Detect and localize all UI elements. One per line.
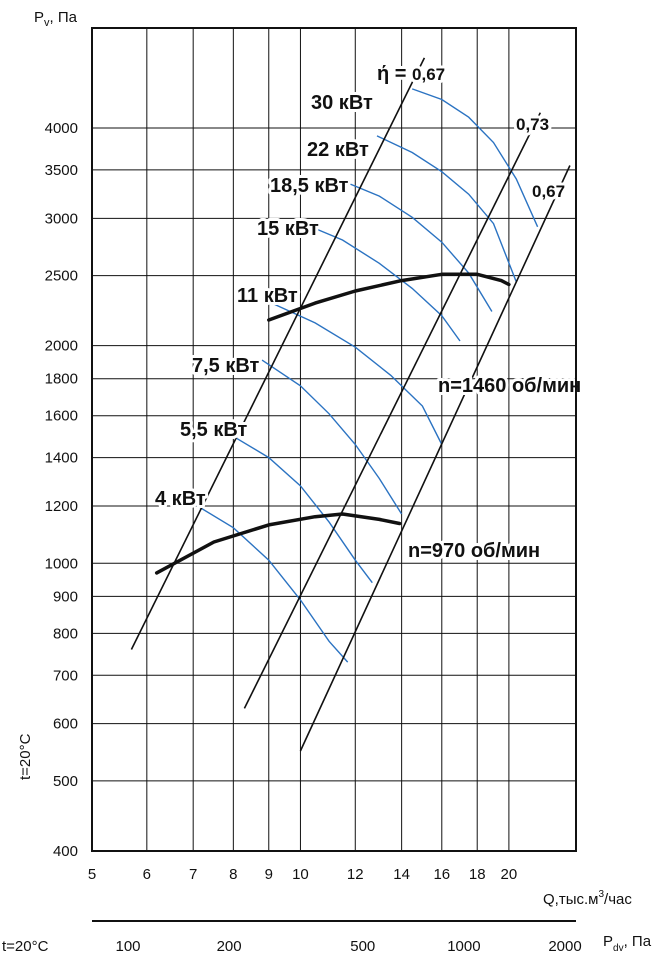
efficiency-value-0: 0,67 xyxy=(412,65,445,84)
y-tick-label-900: 900 xyxy=(53,588,78,605)
speed-curves xyxy=(154,272,511,575)
x-tick-label-9: 9 xyxy=(265,866,273,883)
x-tick-label-18: 18 xyxy=(469,866,486,883)
bottom-tick-label-500: 500 xyxy=(350,938,375,955)
x-tick-label-5: 5 xyxy=(88,866,96,883)
curve-labels: 4 кВт 5,5 кВт 7,5 кВт 11 кВт 15 кВт 18,5 кВт 2… xyxy=(152,60,584,565)
x-axis-title-pre: Q,тыс.м xyxy=(543,891,598,908)
power-curve-1 xyxy=(225,431,373,584)
speed-label-1: n=1460 об/мин xyxy=(438,375,581,397)
power-label-7: 30 кВт xyxy=(311,92,373,114)
y-axis-title-main: P xyxy=(34,9,44,26)
x-tick-label-7: 7 xyxy=(189,866,197,883)
x-tick-label-10: 10 xyxy=(292,866,309,883)
x-tick-label-16: 16 xyxy=(433,866,450,883)
power-label-5: 18,5 кВт xyxy=(270,175,349,197)
power-curve-0 xyxy=(192,502,349,663)
bottom-axis-title-sub: dv xyxy=(613,943,624,954)
y-tick-label-3000: 3000 xyxy=(45,210,78,227)
y-tick-label-2000: 2000 xyxy=(45,338,78,355)
bottom-axis-title-main: P xyxy=(603,933,613,950)
x-tick-label-6: 6 xyxy=(143,866,151,883)
efficiency-prefix: ή = xyxy=(377,63,412,85)
efficiency-label-2: 0,67 xyxy=(532,182,565,201)
y-tick-label-500: 500 xyxy=(53,773,78,790)
y-tick-label-800: 800 xyxy=(53,625,78,642)
left-temperature-label: t=20°C xyxy=(17,733,34,780)
y-tick-label-600: 600 xyxy=(53,716,78,733)
y-tick-label-1000: 1000 xyxy=(45,555,78,572)
bottom-axis-ticks: 100 200 500 1000 2000 xyxy=(115,938,581,955)
bottom-tick-label-1000: 1000 xyxy=(447,938,480,955)
x-tick-labels: 5 6 7 8 9 10 12 14 16 18 20 xyxy=(88,866,517,883)
power-curve-6 xyxy=(376,135,517,283)
power-curve-2 xyxy=(261,359,403,515)
speed-curve-1 xyxy=(267,272,511,322)
bottom-axis-title: Pdv, Па xyxy=(603,933,652,954)
plot-frame xyxy=(91,27,577,852)
y-tick-label-2500: 2500 xyxy=(45,268,78,285)
efficiency-label-1: 0,73 xyxy=(516,115,549,134)
power-label-0: 4 кВт xyxy=(155,488,206,510)
efficiency-line-2 xyxy=(299,165,571,752)
power-label-4: 15 кВт xyxy=(257,218,319,240)
power-curve-5 xyxy=(342,180,493,312)
power-curve-7 xyxy=(411,88,539,228)
y-axis-title-sub: v xyxy=(44,17,50,29)
bottom-temperature-label: t=20°C xyxy=(2,938,49,955)
y-tick-label-1600: 1600 xyxy=(45,408,78,425)
x-tick-label-14: 14 xyxy=(393,866,410,883)
x-tick-label-8: 8 xyxy=(229,866,237,883)
power-label-1: 5,5 кВт xyxy=(180,419,248,441)
bottom-tick-label-2000: 2000 xyxy=(548,938,581,955)
speed-label-0: n=970 об/мин xyxy=(408,540,540,562)
power-label-2: 7,5 кВт xyxy=(192,355,260,377)
speed-curve-0 xyxy=(154,512,402,575)
power-label-6: 22 кВт xyxy=(307,139,369,161)
bottom-axis-title-unit: , Па xyxy=(624,933,652,950)
x-tick-label-20: 20 xyxy=(501,866,518,883)
x-axis-title: Q,тыс.м3/час xyxy=(543,889,632,908)
x-axis-title-post: /час xyxy=(604,891,632,908)
y-axis-title-unit: , Па xyxy=(50,9,78,26)
bottom-tick-label-100: 100 xyxy=(115,938,140,955)
y-tick-label-4000: 4000 xyxy=(45,120,78,137)
y-tick-labels: 4000 3500 3000 2500 2000 1800 1600 1400 1200 1000… xyxy=(45,120,78,860)
power-label-3: 11 кВт xyxy=(237,285,298,307)
power-curve-3 xyxy=(268,301,443,445)
efficiency-label-0: ή = 0,67 xyxy=(377,63,445,85)
y-tick-label-700: 700 xyxy=(53,667,78,684)
y-tick-label-400: 400 xyxy=(53,843,78,860)
efficiency-lines xyxy=(130,57,571,752)
y-tick-label-1800: 1800 xyxy=(45,371,78,388)
y-axis-title: Pv, Па xyxy=(34,9,78,29)
x-tick-label-12: 12 xyxy=(347,866,364,883)
grid xyxy=(91,28,576,852)
efficiency-line-0 xyxy=(130,57,426,650)
efficiency-line-1 xyxy=(243,112,542,709)
x-axis-title-sup: 3 xyxy=(598,889,604,900)
y-tick-label-1400: 1400 xyxy=(45,450,78,467)
bottom-tick-label-200: 200 xyxy=(217,938,242,955)
y-tick-label-1200: 1200 xyxy=(45,498,78,515)
y-tick-label-3500: 3500 xyxy=(45,162,78,179)
